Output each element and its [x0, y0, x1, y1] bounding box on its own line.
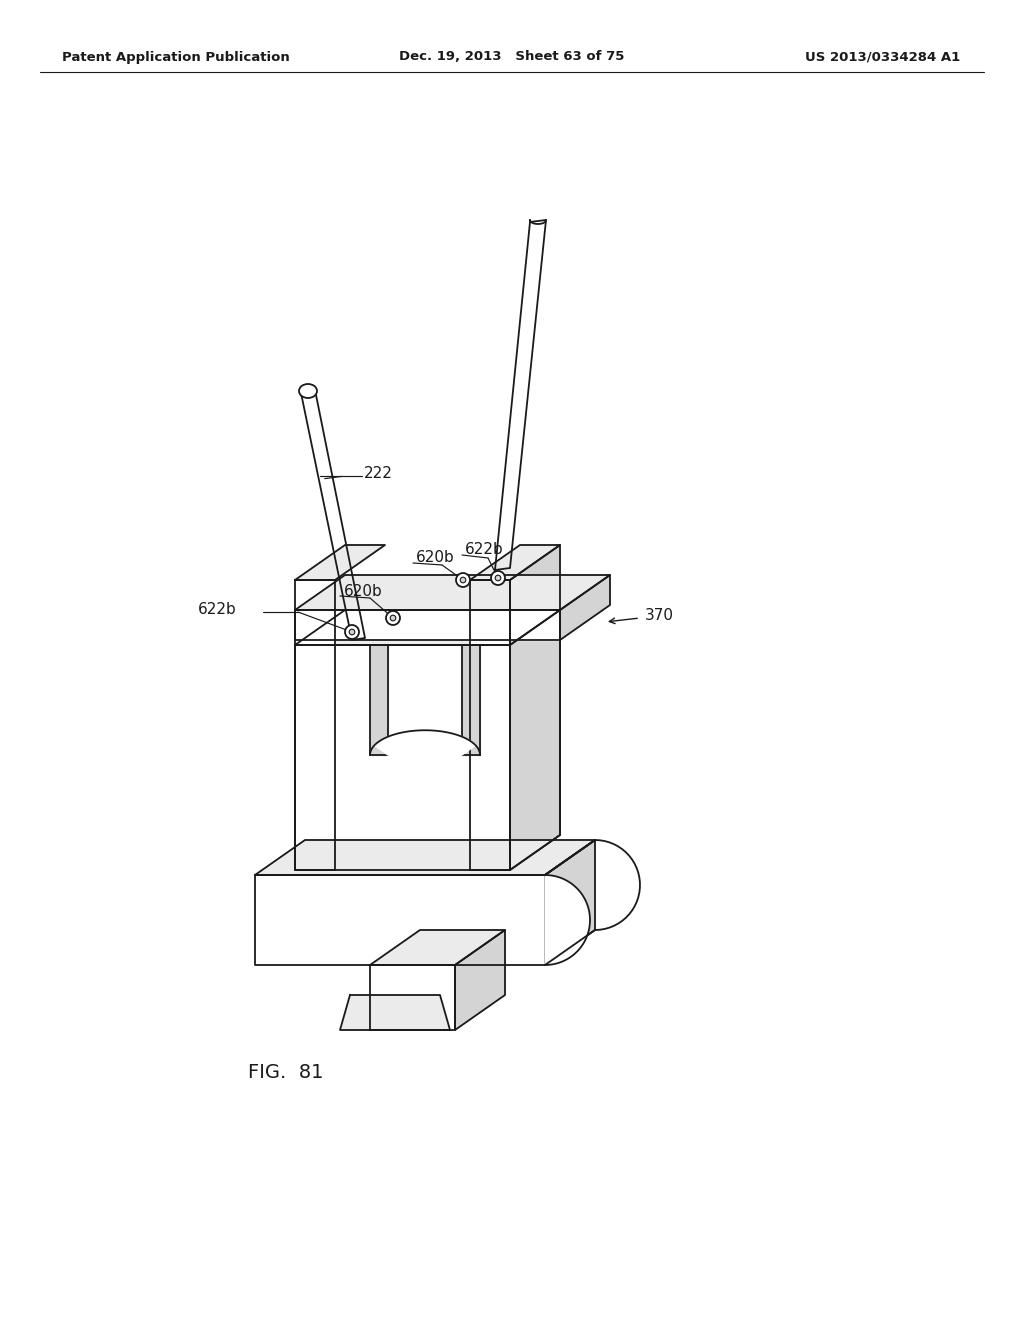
Text: Dec. 19, 2013   Sheet 63 of 75: Dec. 19, 2013 Sheet 63 of 75	[399, 50, 625, 63]
Polygon shape	[510, 610, 560, 870]
Circle shape	[386, 611, 400, 624]
Polygon shape	[462, 645, 480, 755]
Text: 622b: 622b	[465, 541, 504, 557]
Polygon shape	[545, 875, 590, 965]
Text: 370: 370	[645, 607, 674, 623]
Polygon shape	[495, 220, 546, 570]
Circle shape	[460, 577, 466, 583]
Text: FIG.  81: FIG. 81	[248, 1064, 324, 1082]
Circle shape	[345, 624, 359, 639]
Polygon shape	[295, 610, 560, 645]
Text: 620b: 620b	[416, 550, 455, 565]
Polygon shape	[301, 389, 365, 640]
Polygon shape	[455, 931, 505, 1030]
Polygon shape	[295, 576, 610, 610]
Polygon shape	[470, 545, 560, 579]
Ellipse shape	[299, 384, 317, 399]
Polygon shape	[375, 730, 475, 755]
Polygon shape	[470, 579, 510, 870]
Polygon shape	[370, 931, 505, 965]
Polygon shape	[545, 840, 595, 965]
Text: 222: 222	[364, 466, 393, 480]
Polygon shape	[370, 965, 455, 1030]
Polygon shape	[560, 576, 610, 640]
Polygon shape	[510, 545, 560, 870]
Circle shape	[349, 630, 354, 635]
Text: 622b: 622b	[198, 602, 237, 616]
Text: US 2013/0334284 A1: US 2013/0334284 A1	[805, 50, 961, 63]
Circle shape	[456, 573, 470, 587]
Polygon shape	[255, 875, 545, 965]
Circle shape	[496, 576, 501, 581]
Circle shape	[490, 572, 505, 585]
Polygon shape	[295, 579, 335, 870]
Polygon shape	[340, 995, 450, 1030]
Polygon shape	[295, 545, 385, 579]
Text: 620b: 620b	[344, 583, 383, 598]
Polygon shape	[255, 840, 595, 875]
Circle shape	[390, 615, 396, 620]
Text: Patent Application Publication: Patent Application Publication	[62, 50, 290, 63]
Polygon shape	[295, 610, 560, 640]
Polygon shape	[295, 645, 510, 870]
Polygon shape	[370, 645, 388, 755]
